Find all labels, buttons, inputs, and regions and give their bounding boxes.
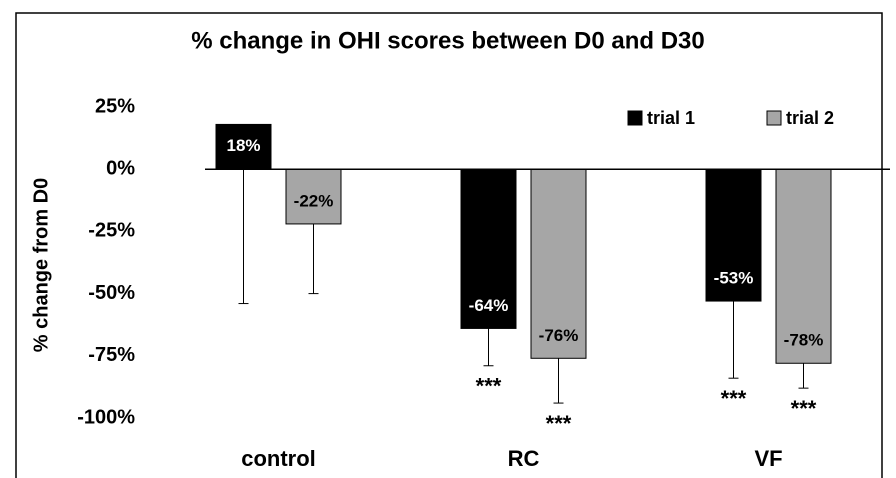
data-label: -53% — [714, 269, 754, 288]
y-tick-label: -75% — [88, 344, 135, 366]
data-label: -76% — [539, 326, 579, 345]
y-tick-label: -25% — [88, 220, 135, 242]
legend-label: trial 2 — [786, 108, 834, 128]
y-tick-label: -50% — [88, 282, 135, 304]
bar — [530, 168, 587, 359]
annotation: *** — [476, 374, 502, 399]
annotation: *** — [721, 386, 747, 411]
legend-swatch — [627, 110, 643, 126]
x-tick-label: RC — [508, 446, 540, 471]
bar — [460, 168, 517, 329]
bar — [285, 168, 342, 225]
data-label: -22% — [294, 191, 334, 210]
data-label: -64% — [469, 296, 509, 315]
y-tick-label: 25% — [95, 95, 135, 117]
bar — [775, 168, 832, 364]
y-axis-label: % change from D0 — [30, 178, 52, 352]
data-label: 18% — [226, 136, 260, 155]
chart-title: % change in OHI scores between D0 and D3… — [191, 27, 705, 54]
legend-swatch — [766, 110, 782, 126]
legend-label: trial 1 — [647, 108, 695, 128]
x-tick-label: control — [241, 446, 316, 471]
y-tick-label: 0% — [106, 157, 135, 179]
data-label: -78% — [784, 331, 824, 350]
frame — [15, 12, 883, 478]
x-tick-label: VF — [754, 446, 782, 471]
annotation: *** — [546, 411, 572, 436]
y-tick-label: -100% — [77, 406, 135, 428]
annotation: *** — [791, 396, 817, 421]
